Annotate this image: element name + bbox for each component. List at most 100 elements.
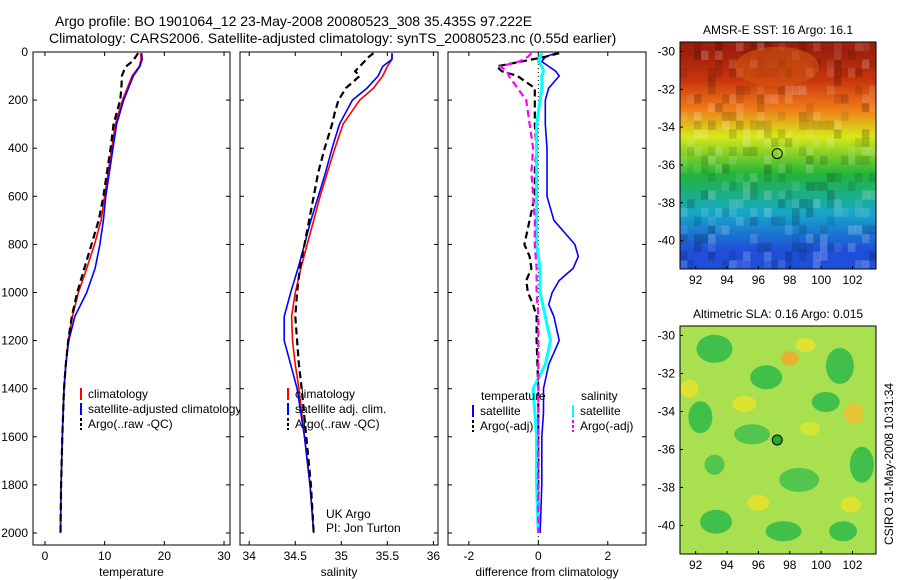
texture-cell [855,225,863,235]
texture-cell [736,172,744,183]
texture-cell [736,42,744,52]
texture-cell [736,111,744,122]
texture-cell [757,111,765,122]
texture-cell [687,146,695,156]
texture-cell [771,138,779,148]
texture-cell [764,138,772,148]
warm-lobe [735,46,820,87]
texture-cell [841,155,849,165]
x-tick-label: 92 [689,273,703,287]
texture-cell [743,85,751,95]
texture-cell [701,234,709,244]
series-line-argo-adj- [499,52,540,533]
texture-cell [680,68,688,78]
texture-cell [736,216,744,226]
texture-cell [834,59,842,69]
texture-cell [778,111,786,122]
texture-cell [715,164,723,174]
texture-cell [694,146,702,156]
texture-cell [729,59,737,69]
y-tick-label: 0 [21,45,28,59]
texture-cell [827,190,835,200]
texture-cell [813,111,821,122]
series-line-argo-adj- [495,52,560,533]
texture-cell [806,164,814,174]
texture-cell [757,94,765,104]
x-tick-label: 35 [335,549,349,563]
texture-cell [708,120,716,130]
texture-cell [729,155,737,165]
argo-position-marker [771,148,783,160]
texture-cell [820,181,828,191]
texture-cell [785,138,793,148]
texture-cell [750,234,758,244]
texture-cell [757,42,765,52]
texture-cell [715,50,723,60]
texture-cell [841,94,849,104]
x-tick-label: 94 [720,558,734,572]
texture-cell [827,120,835,130]
texture-cell [869,146,876,156]
sla-anomaly [844,403,865,424]
y-tick-label: 600 [8,189,28,203]
texture-cell [708,172,716,183]
legend-label: satellite adj. clim. [295,402,386,416]
texture-cell [806,111,814,122]
side-timestamp-label: CSIRO 31-May-2008 10:31:34 [882,383,896,545]
texture-cell [771,216,779,226]
sla-anomaly [747,494,770,511]
texture-cell [813,199,821,209]
texture-cell [743,146,751,156]
texture-cell [778,216,786,226]
texture-cell [813,181,821,191]
figure-title-line1: Argo profile: BO 1901064_12 23-May-2008 … [55,13,532,29]
texture-cell [708,234,716,244]
texture-cell [764,190,772,200]
sla-anomaly [779,467,820,492]
texture-cell [855,42,863,52]
texture-cell [834,242,842,253]
texture-cell [806,120,814,130]
series-line-climatology [290,53,393,534]
texture-cell [736,94,744,104]
texture-cell [806,155,814,165]
x-tick-label: 20 [158,549,172,563]
texture-cell [862,190,870,200]
series-line-satellite-adjusted-climatology [59,53,143,534]
texture-cell [729,207,737,218]
texture-cell [855,199,863,209]
texture-cell [792,207,800,218]
legend-label: climatology [295,387,355,401]
texture-cell [750,216,758,226]
y-tick-label: -36 [658,443,676,457]
x-tick-label: 92 [689,558,703,572]
texture-cell [708,216,716,226]
texture-cell [778,42,786,52]
y-tick-label: 1800 [1,478,28,492]
x-tick-label: 34.5 [284,549,308,563]
sla-anomaly [829,521,858,542]
texture-cell [792,234,800,244]
texture-cell [869,251,876,261]
texture-cell [736,120,744,130]
texture-cell [799,199,807,209]
texture-cell [855,138,863,148]
texture-cell [862,234,870,244]
map-frame [679,325,877,555]
sla-anomaly [688,401,713,434]
figure-title-line2: Climatology: CARS2006. Satellite-adjuste… [49,30,616,46]
texture-cell [862,146,870,156]
texture-cell [778,190,786,200]
sla-anomaly [800,421,821,436]
texture-cell [722,181,730,191]
texture-cell [806,242,814,253]
texture-cell [813,120,821,130]
x-tick-label: 100 [811,273,831,287]
texture-cell [743,138,751,148]
texture-cell [827,85,835,95]
texture-cell [841,207,849,218]
sla-anomaly [750,365,783,390]
y-tick-label: -32 [658,367,676,381]
texture-cell [806,234,814,244]
x-tick-label: 102 [842,558,862,572]
